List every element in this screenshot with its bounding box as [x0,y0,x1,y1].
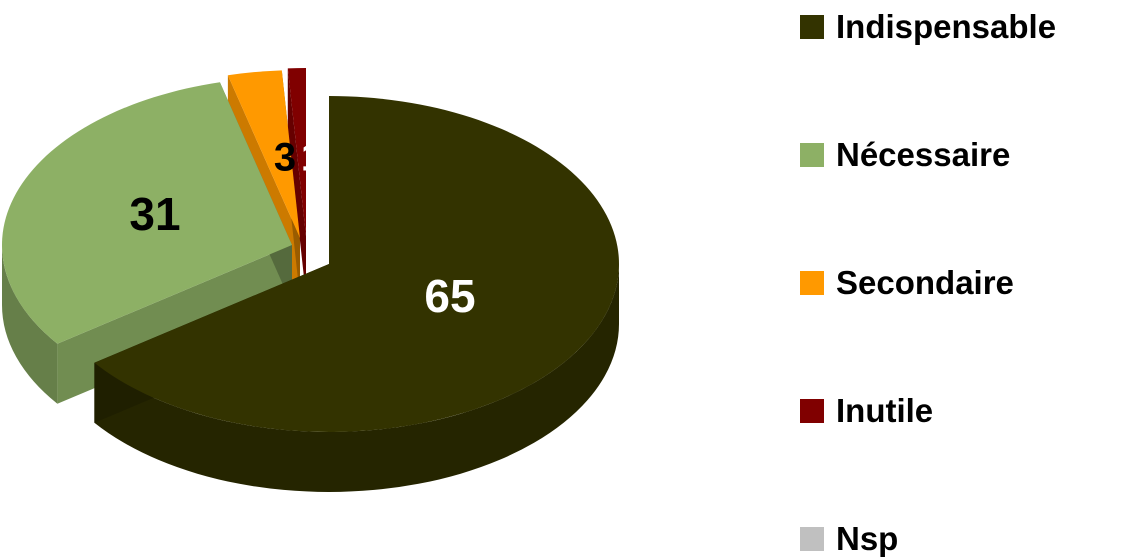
legend-label: Nécessaire [836,136,1011,173]
slice-inutile [287,68,306,236]
legend-item-nsp: Nsp [800,520,898,558]
legend-label: Nsp [836,520,899,557]
legend-swatch [800,399,824,423]
legend-item-indispensable: Indispensable [800,8,1056,46]
legend: Indispensable Nécessaire Secondaire Inutile… [800,0,1136,558]
pie-data-labels: 65 31 3 1 [129,136,475,323]
slice-indispensable [94,96,619,432]
data-label-inutile: 1 [301,136,323,180]
legend-swatch [800,15,824,39]
pie-chart: 65 31 3 1 [1,68,619,493]
legend-label: Indispensable [836,8,1057,45]
legend-item-inutile: Inutile [800,392,933,430]
legend-label: Secondaire [836,264,1014,301]
legend-swatch [800,143,824,167]
legend-item-secondaire: Secondaire [800,264,1014,302]
legend-label: Inutile [836,392,934,429]
data-label-indispensable: 65 [424,270,475,322]
slice-necessaire [1,82,293,344]
slice-side-indispensable [94,264,619,493]
legend-swatch [800,527,824,551]
slice-secondaire [227,70,300,238]
data-label-secondaire: 3 [274,136,296,180]
legend-swatch [800,271,824,295]
legend-item-necessaire: Nécessaire [800,136,1010,174]
data-label-necessaire: 31 [129,188,180,240]
slice-side-necessaire [2,245,58,404]
slice-face-inutile-0 [287,68,306,296]
pie-tops [1,68,619,432]
